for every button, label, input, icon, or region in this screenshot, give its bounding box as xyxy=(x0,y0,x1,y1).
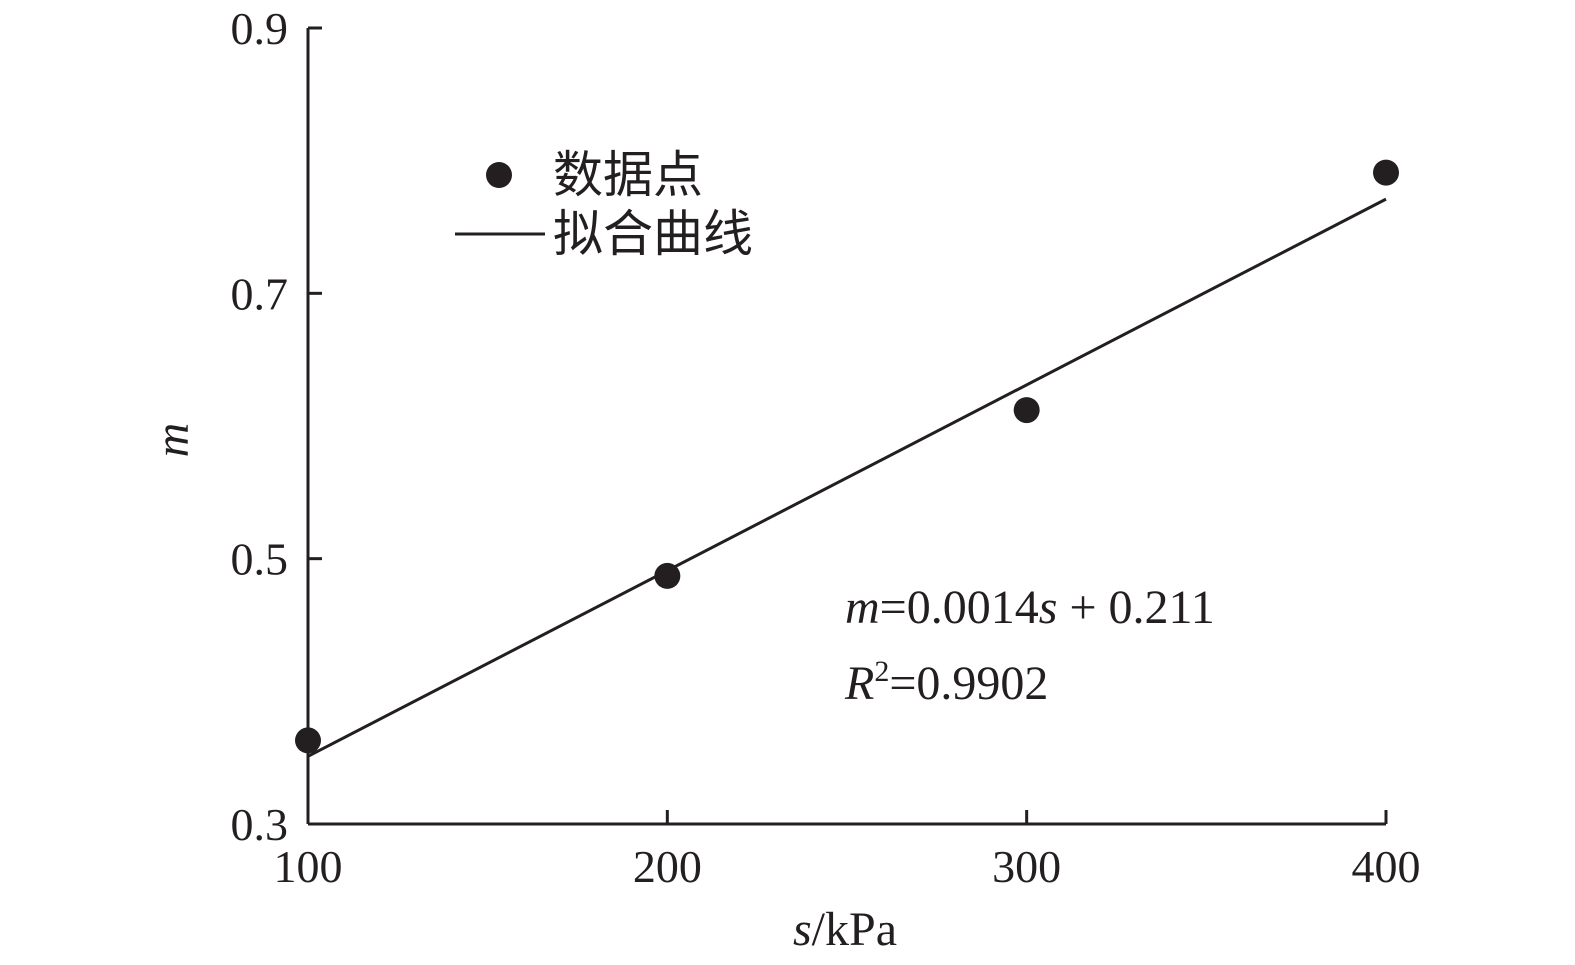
fit-equation: m=0.0014s + 0.211 xyxy=(845,581,1215,634)
r-squared: R2=0.9902 xyxy=(844,655,1048,710)
fit-line xyxy=(307,197,1387,758)
axes xyxy=(306,28,1386,826)
r-squared-sup: 2 xyxy=(874,655,889,688)
fit-equation-mid: =0.0014 xyxy=(880,581,1039,634)
y-axis-label: m xyxy=(146,423,199,458)
data-points xyxy=(295,159,1399,754)
x-tick-label: 300 xyxy=(992,841,1061,892)
x-tick-label: 100 xyxy=(274,841,343,892)
data-point xyxy=(1013,397,1040,424)
y-tick-label: 0.3 xyxy=(231,799,289,850)
x-tick-label: 400 xyxy=(1352,841,1421,892)
x-axis-label-unit: /kPa xyxy=(812,903,897,956)
fit-equation-rhs: + 0.211 xyxy=(1057,581,1214,634)
r-squared-value: =0.9902 xyxy=(889,657,1048,710)
y-tick-label: 0.5 xyxy=(231,534,289,585)
legend-label-fit: 拟合曲线 xyxy=(553,206,753,262)
fit-line-group xyxy=(307,197,1387,758)
y-tick-label: 0.7 xyxy=(231,268,289,319)
fit-equation-var: s xyxy=(1039,581,1058,634)
r-squared-letter: R xyxy=(844,657,874,710)
data-point xyxy=(1373,159,1399,186)
x-axis-label: s/kPa xyxy=(793,903,897,956)
legend: 数据点 拟合曲线 xyxy=(455,147,753,262)
y-tick-label: 0.9 xyxy=(231,3,289,54)
legend-marker-point xyxy=(486,162,512,188)
ticks: 100 200 300 400 0.3 0.5 0.7 0.9 xyxy=(231,3,1421,892)
x-axis-label-var: s xyxy=(793,903,812,956)
fit-equation-lhs: m xyxy=(845,581,880,634)
data-point xyxy=(654,562,681,589)
data-point xyxy=(295,727,321,754)
x-tick-label: 200 xyxy=(633,841,702,892)
legend-label-points: 数据点 xyxy=(553,147,703,203)
